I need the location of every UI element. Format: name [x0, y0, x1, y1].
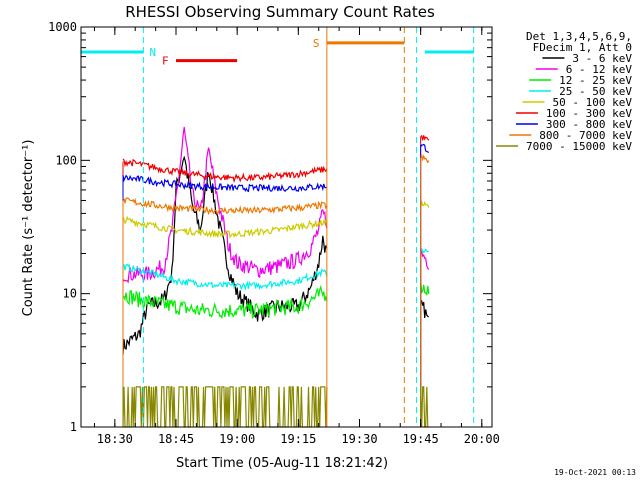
series-line: [122, 284, 328, 320]
x-tick-label: 19:45: [403, 432, 439, 446]
legend-header-line-1: Det 1,3,4,5,6,9,: [526, 30, 632, 43]
y-tick-label: 1000: [48, 20, 77, 34]
x-tick-label: 20:00: [464, 432, 500, 446]
x-tick-label: 19:15: [280, 432, 316, 446]
series-line: [420, 134, 430, 141]
series-line: [420, 280, 430, 296]
chart-curves: [122, 126, 430, 428]
legend-header-line-2: FDecim 1, Att 0: [533, 41, 632, 54]
x-axis: 18:30 18:45 19:00 19:15 19:30 19:45 20:00: [93, 27, 500, 446]
y-tick-label: 100: [55, 153, 77, 167]
series-line: [122, 215, 328, 239]
legend-entry-label: 25 - 50 keV: [559, 85, 632, 98]
series-line: [122, 263, 328, 291]
legend: Det 1,3,4,5,6,9, FDecim 1, Att 0 3 - 6 k…: [496, 30, 632, 153]
series-line: [420, 143, 430, 154]
y-tick-label: 10: [63, 287, 77, 301]
series-line: [420, 386, 429, 428]
legend-entry-label: 6 - 12 keV: [566, 63, 633, 76]
series-line: [122, 386, 328, 428]
legend-entry-label: 300 - 800 keV: [546, 118, 632, 131]
series-line: [122, 155, 328, 355]
legend-entry-label: 100 - 300 keV: [546, 107, 632, 120]
y-tick-label: 1: [70, 420, 77, 434]
plot-frame: [80, 26, 493, 428]
series-line: [122, 174, 328, 193]
legend-entry-label: 3 - 6 keV: [572, 52, 632, 65]
x-axis-label: Start Time (05-Aug-11 18:21:42): [176, 456, 388, 471]
footer-date: 19-Oct-2021 00:13: [554, 468, 636, 477]
legend-entry-label: 7000 - 15000 keV: [526, 140, 632, 153]
series-line: [122, 126, 328, 284]
annotation-label: N: [149, 46, 156, 59]
x-tick-label: 19:00: [219, 432, 255, 446]
series-line: [420, 299, 430, 318]
legend-entry-label: 50 - 100 keV: [553, 96, 633, 109]
x-tick-label: 18:30: [97, 432, 133, 446]
legend-entry-label: 800 - 7000 keV: [539, 129, 632, 142]
annotation-label: S: [313, 37, 320, 50]
series-line: [420, 154, 430, 164]
series-line: [420, 248, 429, 254]
y-axis: 1 10 100 1000: [48, 20, 492, 434]
chart-annotations: NF S: [81, 27, 475, 427]
y-axis-label: Count Rate (s⁻¹ detector⁻¹): [21, 140, 36, 317]
legend-entry-label: 12 - 25 keV: [559, 74, 632, 87]
x-tick-label: 18:45: [158, 432, 194, 446]
series-line: [420, 249, 430, 271]
series-line: [122, 197, 328, 216]
series-line: [420, 199, 430, 208]
series-line: [122, 158, 328, 184]
chart-title: RHESSI Observing Summary Count Rates: [125, 3, 435, 21]
annotation-label: F: [162, 55, 169, 68]
x-tick-label: 19:30: [341, 432, 377, 446]
